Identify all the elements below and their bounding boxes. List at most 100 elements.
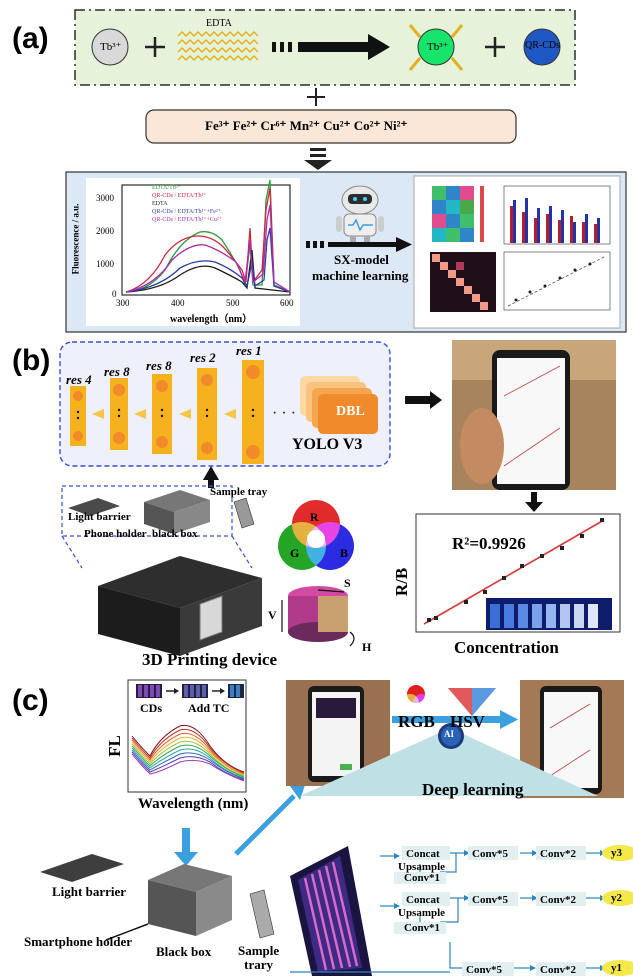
conv-boxes [394,846,586,976]
ml-arrow [306,237,412,252]
output-y1: y1 [611,962,622,974]
panel-c-label: (c) [12,684,49,717]
metal-ions-box [145,109,517,144]
phone-screen [497,358,565,484]
confusion-matrix [430,252,496,312]
yolo-label: YOLO V3 [292,436,363,453]
up-arrow [203,466,219,480]
spectrum-ylabel: Fluorescence / a.u. [70,203,81,275]
legend-item-edta-tb: EDTA/Tb³⁺ [152,185,181,191]
blue-diagonal-arrow [234,794,296,856]
blue-diagonal-arrow-head [290,782,306,800]
plus-icon-3 [307,88,325,106]
legend-item-edta: EDTA [152,201,168,207]
bar-chart-mini [503,185,611,245]
concat-1: Concat [406,848,440,860]
sample-tray-part [233,497,255,529]
conv1-b: Conv*1 [404,922,441,934]
blue-down-arrow-head [174,852,198,866]
ml-label: machine learning [312,268,409,283]
spectrum-xtick: 300 [116,298,130,308]
smartphone-holder-label: Smartphone holder [24,934,132,949]
blue-down-arrow [182,828,190,854]
dbl-stack [300,376,378,434]
phone-2-screen [544,692,598,788]
spectrum-ytick: 3000 [96,193,114,203]
device-label: 3D Printing device [142,650,278,669]
cds-label: CDs [140,701,163,715]
ai-icon [438,723,464,749]
vial-strip [486,598,612,630]
rgb-g-label: G [290,546,300,560]
sample-trary-label: Sample trary [238,943,280,972]
hsv-v-label: V [268,608,277,622]
spectrum-xtick: 600 [280,298,294,308]
blue-right-arrow [392,716,502,723]
rgb-venn [278,500,354,570]
upsample-1: Upsample [398,861,446,873]
spectrum-ytick: 0 [112,289,117,299]
conv1-a: Conv*1 [404,872,441,884]
rgb-label: RGB [398,712,435,731]
legend-item-fe: QR-CDs / EDTA/Tb³⁺+Fe²⁺ [152,209,221,215]
deep-learning-triangle [300,728,598,796]
concat-2: Concat [406,894,440,906]
rgb-icon [401,685,431,712]
sample-tray-label: Sample tray [210,486,268,498]
phone-2-plot-line-2 [549,749,591,777]
spectrum-ytick: 2000 [96,226,114,236]
heatmap-1 [432,186,484,242]
hsv-s-label: S [344,576,351,590]
hsv-h-label: H [362,640,372,654]
sensor-array [290,846,372,976]
hsv-label: HSV [450,712,485,731]
fl-axis-label: FL [104,735,124,757]
black-box-label-c: Black box [156,944,212,959]
phone-plot-line-1 [503,365,561,397]
tb-complex-label: Tb³⁺ [427,41,449,53]
rb-axis-label: R/B [392,567,412,597]
upsample-2: Upsample [398,907,446,919]
legend-item-cu: QR-CDs / EDTA/Tb³⁺+Cu²⁺ [152,217,222,223]
phone-plot-line-2 [503,427,561,467]
assembly-box [61,485,233,537]
deep-learning-label: Deep learning [422,780,524,799]
light-barrier-part [68,498,120,516]
cds-vials [136,684,244,698]
rgb-r-label: R [310,510,319,524]
spectrum-ytick: 1000 [96,259,114,269]
panel-b-graphics: · · · [59,340,621,656]
down-arrow-b [531,492,537,502]
dbl-label: DBL [336,404,365,419]
res-label-1: res 4 [66,372,92,387]
printed-device [98,556,262,656]
network-arrows [290,852,600,973]
sample-tray-c [249,889,275,939]
conv5-row1: Conv*5 [472,848,509,860]
phone-holder-label: Phone holder [84,528,147,540]
spectrum-axes [121,184,291,296]
plus-icon [145,37,165,57]
reaction-arrow [272,34,390,60]
conv2-row3: Conv*2 [540,964,577,976]
black-box-part [144,490,210,534]
hsv-cone-icon [448,688,496,716]
panel-b-label: (b) [12,344,51,377]
wavelength-axis-label: Wavelength (nm) [138,796,249,812]
yolo-box [59,341,391,467]
output-y2: y2 [611,892,622,904]
spectrum-legend: EDTA/Tb³⁺ QR-CDs / EDTA/Tb³⁺ EDTA QR-CDs… [152,184,222,224]
phone-1-button [340,764,352,770]
panel-c-graphics [40,679,633,976]
phone-2-plot-line-1 [549,703,591,729]
light-barrier-label: Light barrier [68,511,131,523]
panel-a-label: (a) [12,22,49,55]
res-label-2: res 8 [104,364,130,379]
blue-right-arrow-head [500,710,518,729]
robot-icon [336,185,384,242]
conv5-row3: Conv*5 [466,964,503,976]
ai-label: AI [444,729,455,739]
res-label-4: res 2 [190,350,216,365]
spectrum-xtick: 500 [226,298,240,308]
legend-item-qr-cds-edta-tb: QR-CDs / EDTA/Tb³⁺ [152,193,207,199]
